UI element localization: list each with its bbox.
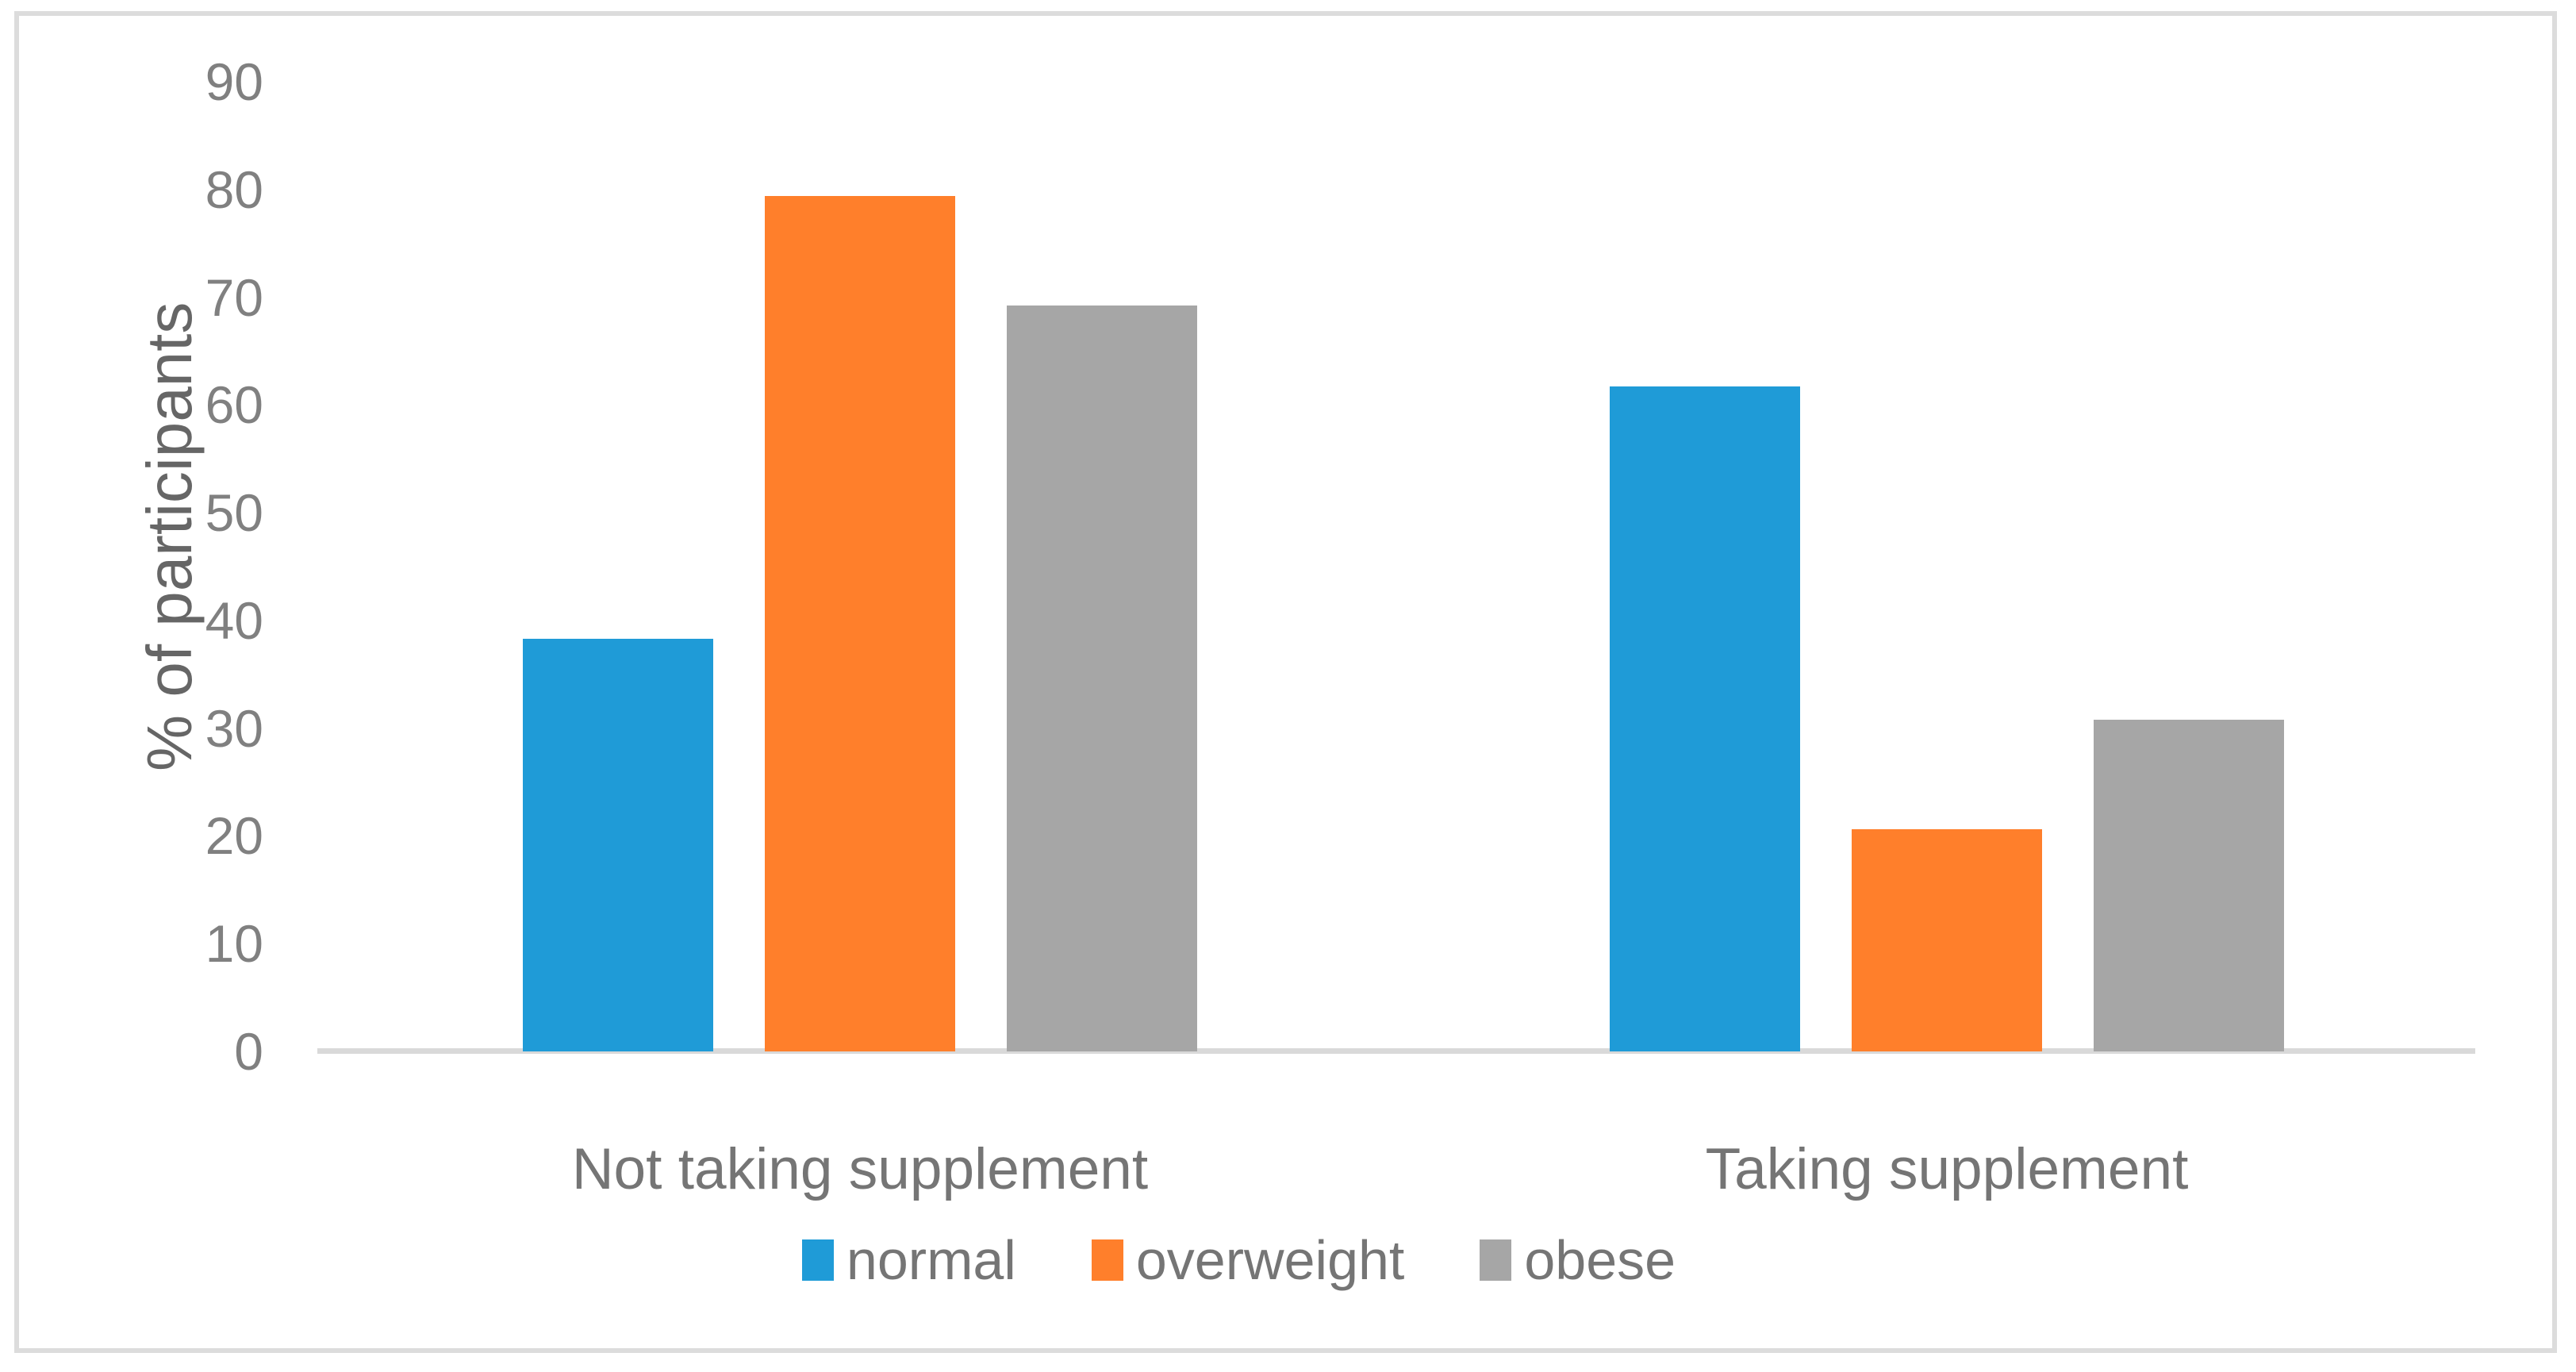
legend-item-obese: obese	[1480, 1228, 1676, 1292]
legend-label-normal: normal	[846, 1229, 1016, 1291]
y-tick-label-10: 10	[205, 914, 263, 974]
y-tick-label-0: 0	[234, 1022, 263, 1081]
bar-chart-figure: % of participants 0 10 20 30 40 50 60 70 80 90 No…	[14, 11, 2557, 1353]
y-tick-label-60: 60	[205, 375, 263, 435]
legend-marker-normal	[801, 1239, 834, 1281]
legend-marker-obese	[1480, 1239, 1512, 1281]
bar-normal-category-2	[1610, 386, 1800, 1051]
x-category-label-1: Not taking supplement	[571, 1137, 1149, 1201]
y-tick-label-40: 40	[205, 590, 263, 650]
legend: normal overweight obese	[19, 1228, 2562, 1292]
legend-item-overweight: overweight	[1091, 1228, 1405, 1292]
legend-marker-overweight	[1091, 1239, 1123, 1281]
y-tick-label-30: 30	[205, 698, 263, 758]
y-tick-label-20: 20	[205, 806, 263, 866]
legend-label-overweight: overweight	[1135, 1229, 1405, 1291]
y-tick-label-90: 90	[205, 52, 263, 111]
y-tick-label-70: 70	[205, 267, 263, 327]
bar-overweight-category-2	[1852, 829, 2042, 1051]
bar-obese-category-1	[1007, 306, 1197, 1051]
bar-overweight-category-1	[765, 195, 955, 1051]
legend-item-normal: normal	[801, 1228, 1016, 1292]
legend-label-obese: obese	[1524, 1229, 1676, 1291]
y-tick-label-50: 50	[205, 483, 263, 543]
x-axis-line	[317, 1048, 2475, 1054]
y-tick-label-80: 80	[205, 159, 263, 219]
bar-normal-category-1	[523, 638, 713, 1051]
x-category-label-2: Taking supplement	[1705, 1137, 2189, 1201]
bar-obese-category-2	[2094, 719, 2284, 1051]
